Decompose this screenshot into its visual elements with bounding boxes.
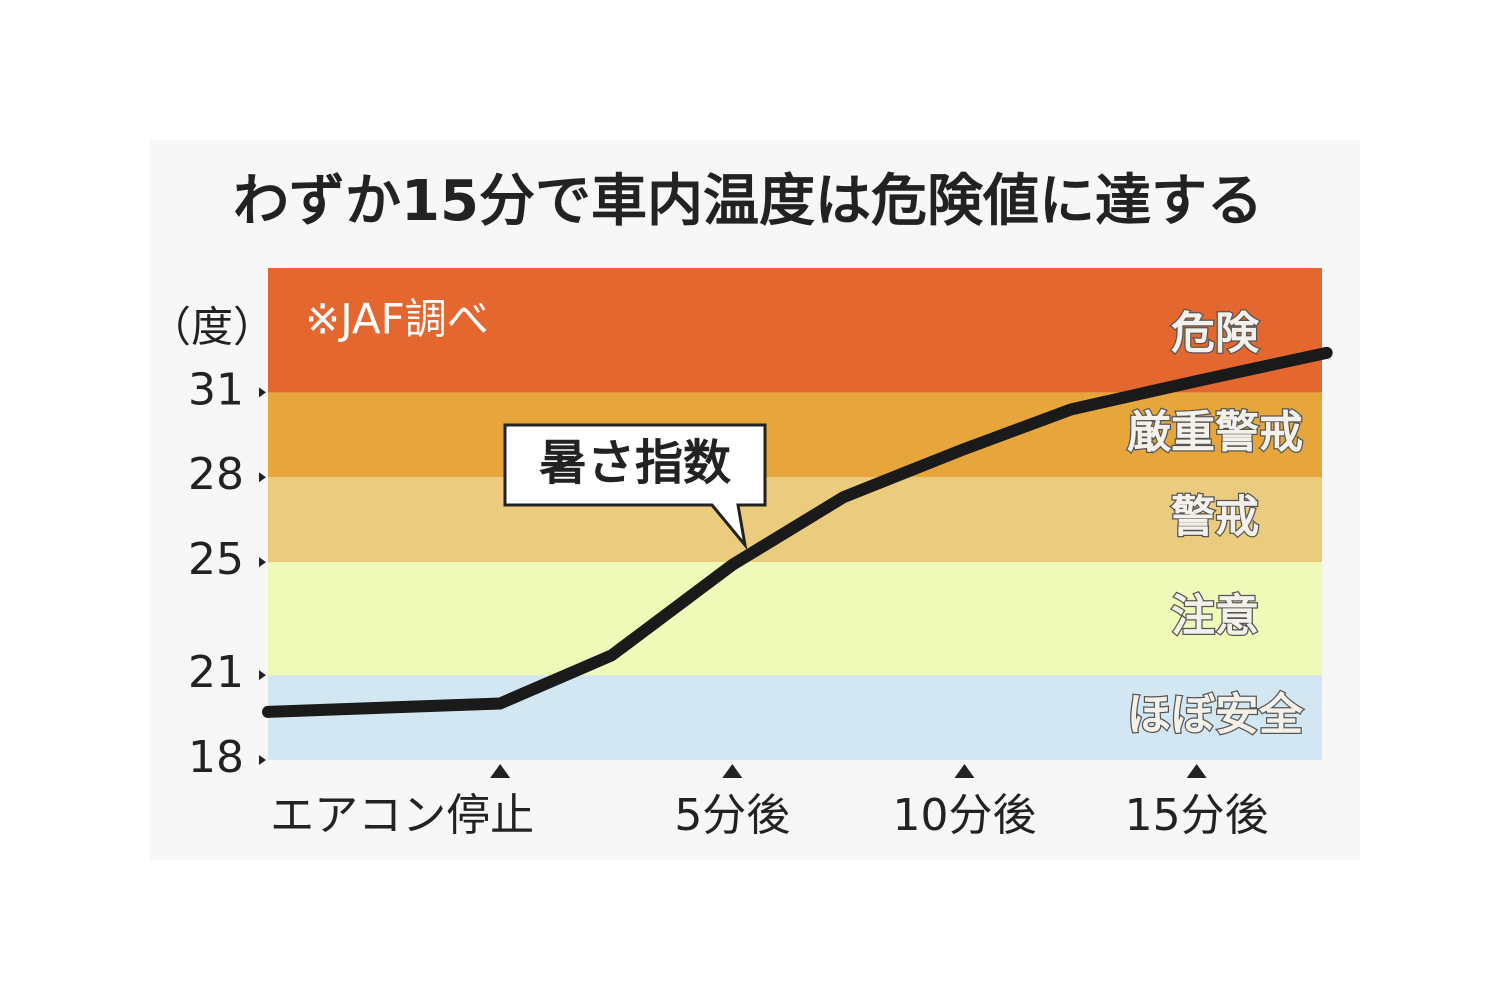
chart-title: わずか15分で車内温度は危険値に達する [233,169,1263,234]
y-tick [259,387,266,398]
band [268,268,1322,393]
x-tick-label: 10分後 [892,790,1036,841]
plot: ほぼ安全 注意 警戒 厳重警戒 危険 18 21 25 28 31 エアコン停止 5分後 10分後 15分… [188,268,1333,841]
band [268,477,1322,563]
note: ※JAF調べ [305,295,489,344]
band [268,675,1322,760]
y-tick-label: 25 [188,534,244,585]
callout-box [503,423,767,551]
band [268,562,1322,676]
series-label: 暑さ指数 [539,435,731,491]
y-tick [259,755,266,765]
band [268,392,1322,478]
y-tick-label: 18 [188,732,244,783]
x-tick [722,764,743,778]
y-axis-label: （度） [149,303,275,352]
band-label: 警戒 [1171,492,1259,543]
callout: 暑さ指数 [503,423,767,551]
y-tick-label: 31 [188,364,244,415]
band-label: 厳重警戒 [1127,407,1303,458]
line [262,346,1333,718]
y-tick [259,670,266,681]
band-label: 危険 [1171,308,1260,359]
x-tick [490,764,511,778]
band-label: 注意 [1171,591,1259,642]
y-tick [259,557,266,568]
x-tick [954,764,975,778]
y-tick-label: 28 [188,449,244,500]
x-tick-label: 5分後 [674,790,790,841]
x-tick-label: 15分後 [1125,790,1269,841]
y-tick [259,472,266,483]
y-tick-label: 21 [188,647,244,698]
x-tick [1186,764,1207,778]
x-tick-label: エアコン停止 [270,790,534,841]
band-label: ほぼ安全 [1127,690,1304,741]
